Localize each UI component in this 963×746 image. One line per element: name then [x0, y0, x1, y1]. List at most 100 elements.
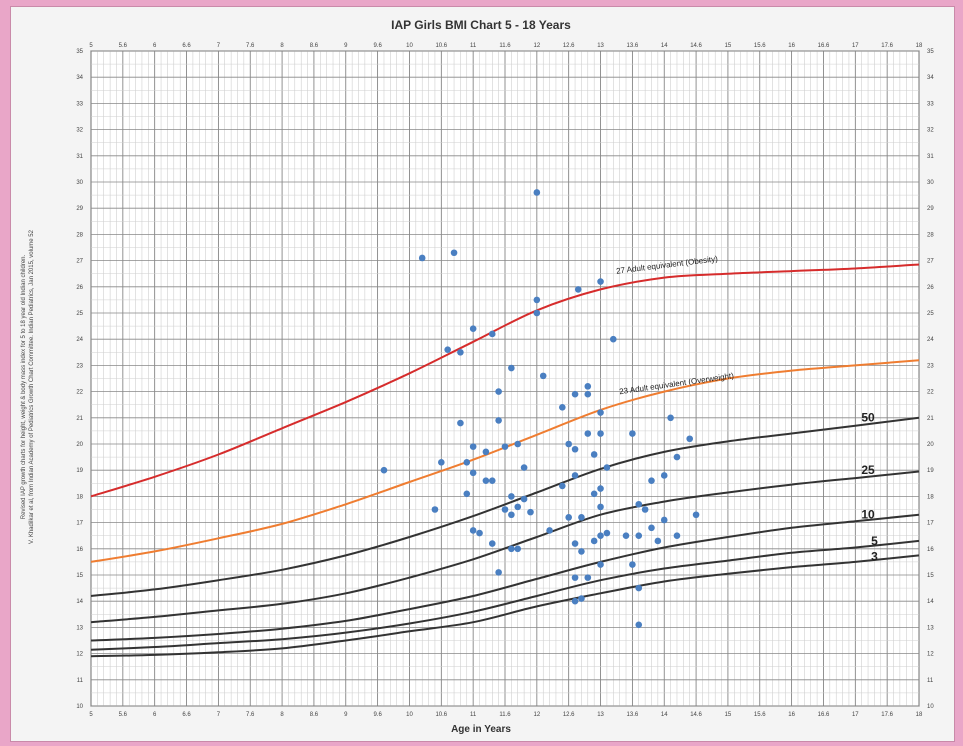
data-point: [654, 537, 662, 545]
data-point: [609, 335, 617, 343]
data-point: [597, 561, 604, 568]
x-tick-label-bottom: 13.6: [627, 712, 639, 718]
data-point: [501, 506, 509, 513]
x-tick-label-bottom: 8.6: [310, 712, 319, 718]
y-tick-label-left: 17: [76, 521, 83, 527]
y-tick-label-right: 28: [927, 232, 934, 238]
y-tick-label-left: 26: [76, 285, 83, 291]
y-tick-label-left: 29: [76, 206, 83, 212]
data-point: [590, 537, 598, 545]
data-point: [629, 430, 636, 437]
x-tick-label-bottom: 10.6: [435, 712, 447, 718]
y-tick-label-left: 12: [76, 652, 83, 658]
y-tick-label-right: 19: [927, 468, 934, 474]
data-point: [469, 527, 477, 534]
data-point: [463, 490, 471, 498]
x-tick-label-top: 7: [217, 43, 221, 49]
percentile-label-25: 25: [861, 463, 875, 477]
data-point: [635, 621, 643, 629]
side-note: Revised IAP growth charts for height, we…: [21, 229, 35, 544]
x-tick-label-top: 18: [916, 43, 923, 49]
y-tick-label-left: 16: [76, 547, 83, 553]
x-tick-label-bottom: 18: [916, 712, 923, 718]
y-tick-label-right: 11: [927, 678, 934, 684]
data-point: [574, 286, 582, 293]
y-tick-label-right: 24: [927, 337, 934, 343]
y-tick-label-left: 15: [76, 573, 83, 579]
y-tick-label-right: 26: [927, 285, 934, 291]
data-point: [457, 419, 464, 427]
percentile-label-50: 50: [861, 411, 875, 425]
x-tick-label-top: 6: [153, 43, 157, 49]
x-tick-label-top: 17.6: [881, 43, 893, 49]
data-point: [603, 464, 611, 471]
x-tick-label-top: 14.6: [690, 43, 702, 49]
data-point: [597, 485, 604, 492]
data-point: [469, 469, 477, 477]
data-point: [597, 278, 604, 285]
data-point: [584, 383, 592, 390]
y-tick-label-right: 14: [927, 599, 934, 605]
curve-c50: [90, 416, 920, 597]
x-tick-label-bottom: 5.6: [119, 712, 128, 718]
y-tick-label-left: 25: [76, 311, 83, 317]
data-point: [495, 388, 502, 395]
data-point: [495, 417, 502, 424]
y-tick-label-left: 20: [76, 442, 83, 448]
data-points: [380, 189, 700, 629]
y-tick-label-left: 30: [76, 180, 83, 186]
curve-c25: [90, 470, 920, 624]
data-point: [463, 459, 471, 466]
data-point: [514, 440, 522, 448]
data-point: [508, 545, 515, 553]
data-point: [476, 529, 483, 537]
y-tick-label-left: 33: [76, 101, 83, 107]
x-tick-label-top: 17: [852, 43, 859, 49]
percentile-label-3: 3: [871, 550, 878, 564]
x-tick-label-bottom: 6.6: [182, 712, 191, 718]
data-point: [469, 325, 477, 333]
x-tick-label-top: 14: [661, 43, 668, 49]
y-tick-label-left: 24: [76, 337, 83, 343]
x-tick-label-top: 13.6: [627, 43, 639, 49]
data-point: [686, 435, 694, 443]
y-tick-label-right: 21: [927, 416, 934, 422]
data-point: [597, 430, 604, 437]
data-point: [622, 532, 630, 539]
data-point: [508, 364, 515, 372]
data-point: [584, 390, 592, 398]
data-point: [673, 532, 681, 539]
data-point: [673, 453, 681, 461]
y-tick-label-right: 31: [927, 154, 934, 160]
x-tick-label-top: 11.6: [499, 43, 511, 49]
data-point: [584, 574, 592, 581]
x-axis-title: Age in Years: [451, 724, 511, 735]
x-tick-label-bottom: 5: [89, 712, 93, 718]
y-tick-label-left: 19: [76, 468, 83, 474]
x-tick-label-bottom: 10: [406, 712, 413, 718]
data-point: [527, 508, 534, 516]
data-point: [660, 472, 668, 479]
data-point: [667, 414, 674, 422]
data-point: [660, 516, 668, 524]
y-tick-label-right: 29: [927, 206, 934, 212]
x-tick-label-top: 5.6: [119, 43, 128, 49]
data-point: [559, 482, 566, 490]
y-tick-label-right: 32: [927, 128, 934, 134]
x-tick-label-top: 12.6: [563, 43, 575, 49]
data-point: [590, 451, 598, 458]
data-point: [578, 514, 585, 521]
data-point: [488, 540, 496, 547]
data-point: [571, 390, 579, 398]
x-tick-label-top: 12: [534, 43, 541, 49]
x-tick-label-top: 16.6: [818, 43, 830, 49]
data-point: [514, 503, 522, 511]
x-tick-label-top: 9: [344, 43, 348, 49]
y-tick-label-right: 22: [927, 390, 934, 396]
x-tick-label-top: 11: [470, 43, 477, 49]
data-point: [450, 249, 458, 257]
data-point: [438, 459, 445, 466]
y-tick-label-left: 13: [76, 625, 83, 631]
y-tick-label-right: 10: [927, 704, 934, 710]
data-point: [571, 574, 579, 581]
